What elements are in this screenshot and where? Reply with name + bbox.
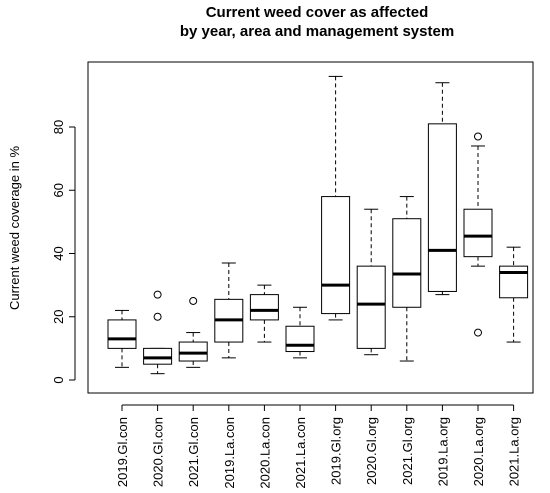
x-tick-label: 2019.La.org [435, 417, 450, 486]
box-2019.Gl.org [321, 75, 351, 321]
iqr-box [356, 265, 386, 349]
box-2020.Gl.org [356, 208, 386, 356]
box-2021.La.con [285, 306, 315, 359]
iqr-box [427, 123, 457, 292]
iqr-box [285, 325, 315, 353]
x-tick-label: 2021.Gl.con [186, 417, 201, 487]
x-tick-label: 2021.Gl.org [400, 417, 415, 485]
plot-frame [87, 61, 534, 394]
outlier-point [153, 312, 162, 321]
outlier-point [153, 290, 162, 299]
box-2021.Gl.con [178, 296, 208, 368]
box-2020.Gl.con [143, 290, 173, 375]
box-series [107, 75, 529, 375]
y-tick-label: 80 [51, 120, 66, 134]
x-axis: 2019.Gl.con 2020.Gl.con 2021.Gl.con 2019.La… [115, 404, 522, 489]
outlier-point [189, 296, 198, 305]
iqr-box [107, 319, 137, 349]
iqr-box [249, 294, 279, 321]
y-axis-label: Current weed coverage in % [7, 146, 22, 310]
chart-title-line-1: Current weed cover as affected [206, 4, 429, 21]
iqr-box [392, 218, 422, 308]
box-2021.La.org [499, 246, 529, 343]
iqr-box [178, 341, 208, 362]
x-tick-label: 2020.Gl.con [151, 417, 166, 487]
box-2020.La.org [463, 132, 493, 337]
x-tick-label: 2020.Gl.org [364, 417, 379, 485]
y-tick-label: 20 [51, 310, 66, 324]
x-tick-label: 2019.Gl.con [115, 417, 130, 487]
x-tick-label: 2021.La.org [507, 417, 522, 486]
box-2019.La.con [214, 262, 244, 359]
outlier-point [474, 328, 482, 337]
iqr-box [499, 265, 529, 299]
box-2019.La.org [427, 82, 457, 296]
y-axis: 0 20 40 60 80 [51, 120, 76, 384]
x-tick-label: 2019.Gl.org [329, 417, 344, 485]
box-2021.Gl.org [392, 196, 422, 362]
box-2020.La.con [249, 284, 279, 343]
x-tick-label: 2019.La.con [222, 417, 237, 489]
iqr-box [321, 196, 351, 315]
y-tick-label: 60 [51, 183, 66, 197]
x-tick-label: 2020.La.org [471, 417, 486, 486]
iqr-box [143, 347, 173, 365]
chart-title-line-2: by year, area and management system [180, 23, 454, 40]
x-tick-label: 2021.La.con [293, 417, 308, 489]
x-tick-label: 2020.La.con [257, 417, 272, 489]
outlier-point [474, 132, 482, 141]
y-tick-label: 40 [51, 246, 66, 260]
iqr-box [463, 208, 493, 258]
y-tick-label: 0 [51, 376, 66, 383]
box-2019.Gl.con [107, 309, 137, 368]
